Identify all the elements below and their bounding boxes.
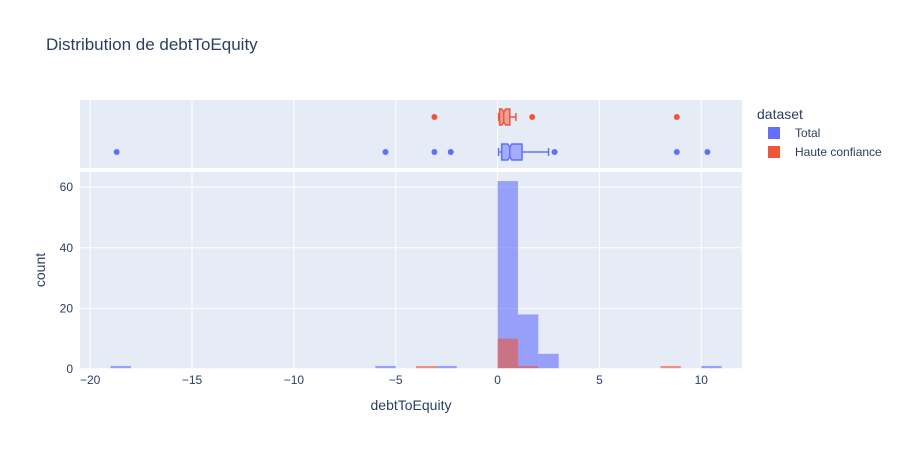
histogram-bar xyxy=(110,365,131,369)
histogram-bar xyxy=(497,338,518,369)
histogram-bar xyxy=(701,365,722,369)
x-tick-label: −5 xyxy=(389,373,403,387)
x-tick-label: −20 xyxy=(80,373,101,387)
x-tick-label: −15 xyxy=(182,373,203,387)
histogram-bar xyxy=(517,365,539,369)
y-axis-title: count xyxy=(32,253,48,287)
box-outlier-point xyxy=(431,114,438,120)
box-outlier-point xyxy=(529,114,536,120)
box-outlier-point xyxy=(447,149,454,155)
legend-item-label: Total xyxy=(795,126,820,140)
y-tick-label: 60 xyxy=(60,180,74,194)
box-body xyxy=(498,108,511,126)
histogram-bar xyxy=(436,365,457,369)
legend[interactable]: dataset Total Haute confiance xyxy=(757,106,882,159)
histogram-bar xyxy=(660,365,681,369)
legend-item-label: Haute confiance xyxy=(795,145,882,159)
y-tick-label: 20 xyxy=(60,301,74,315)
histogram-background xyxy=(80,172,742,369)
box-outlier-point xyxy=(704,149,711,155)
histogram-bar xyxy=(416,365,437,369)
histogram-bar xyxy=(375,365,396,369)
box-outlier-point xyxy=(673,114,680,120)
x-tick-label: 0 xyxy=(494,373,501,387)
box-outlier-point xyxy=(382,149,389,155)
x-tick-label: 5 xyxy=(596,373,603,387)
box-body xyxy=(500,143,523,161)
legend-swatch xyxy=(768,127,780,139)
x-tick-label: −10 xyxy=(284,373,305,387)
box-outlier-point xyxy=(431,149,438,155)
histogram-bar xyxy=(538,353,559,369)
chart-title: Distribution de debtToEquity xyxy=(46,35,258,54)
x-tick-label: 10 xyxy=(695,373,709,387)
legend-title: dataset xyxy=(757,106,803,122)
box-outlier-point xyxy=(673,149,680,155)
histogram-bar xyxy=(517,314,539,369)
x-axis-title: debtToEquity xyxy=(371,397,452,413)
box-outlier-point xyxy=(551,149,558,155)
histogram-bar xyxy=(497,181,518,369)
y-tick-label: 0 xyxy=(66,362,73,376)
legend-swatch xyxy=(768,146,780,158)
plot-layer: −20 −15 −10 −5 0 5 10 0 20 40 60 xyxy=(60,100,742,387)
box-outlier-point xyxy=(113,149,120,155)
y-tick-label: 40 xyxy=(60,241,74,255)
box-plot-background xyxy=(80,100,742,168)
